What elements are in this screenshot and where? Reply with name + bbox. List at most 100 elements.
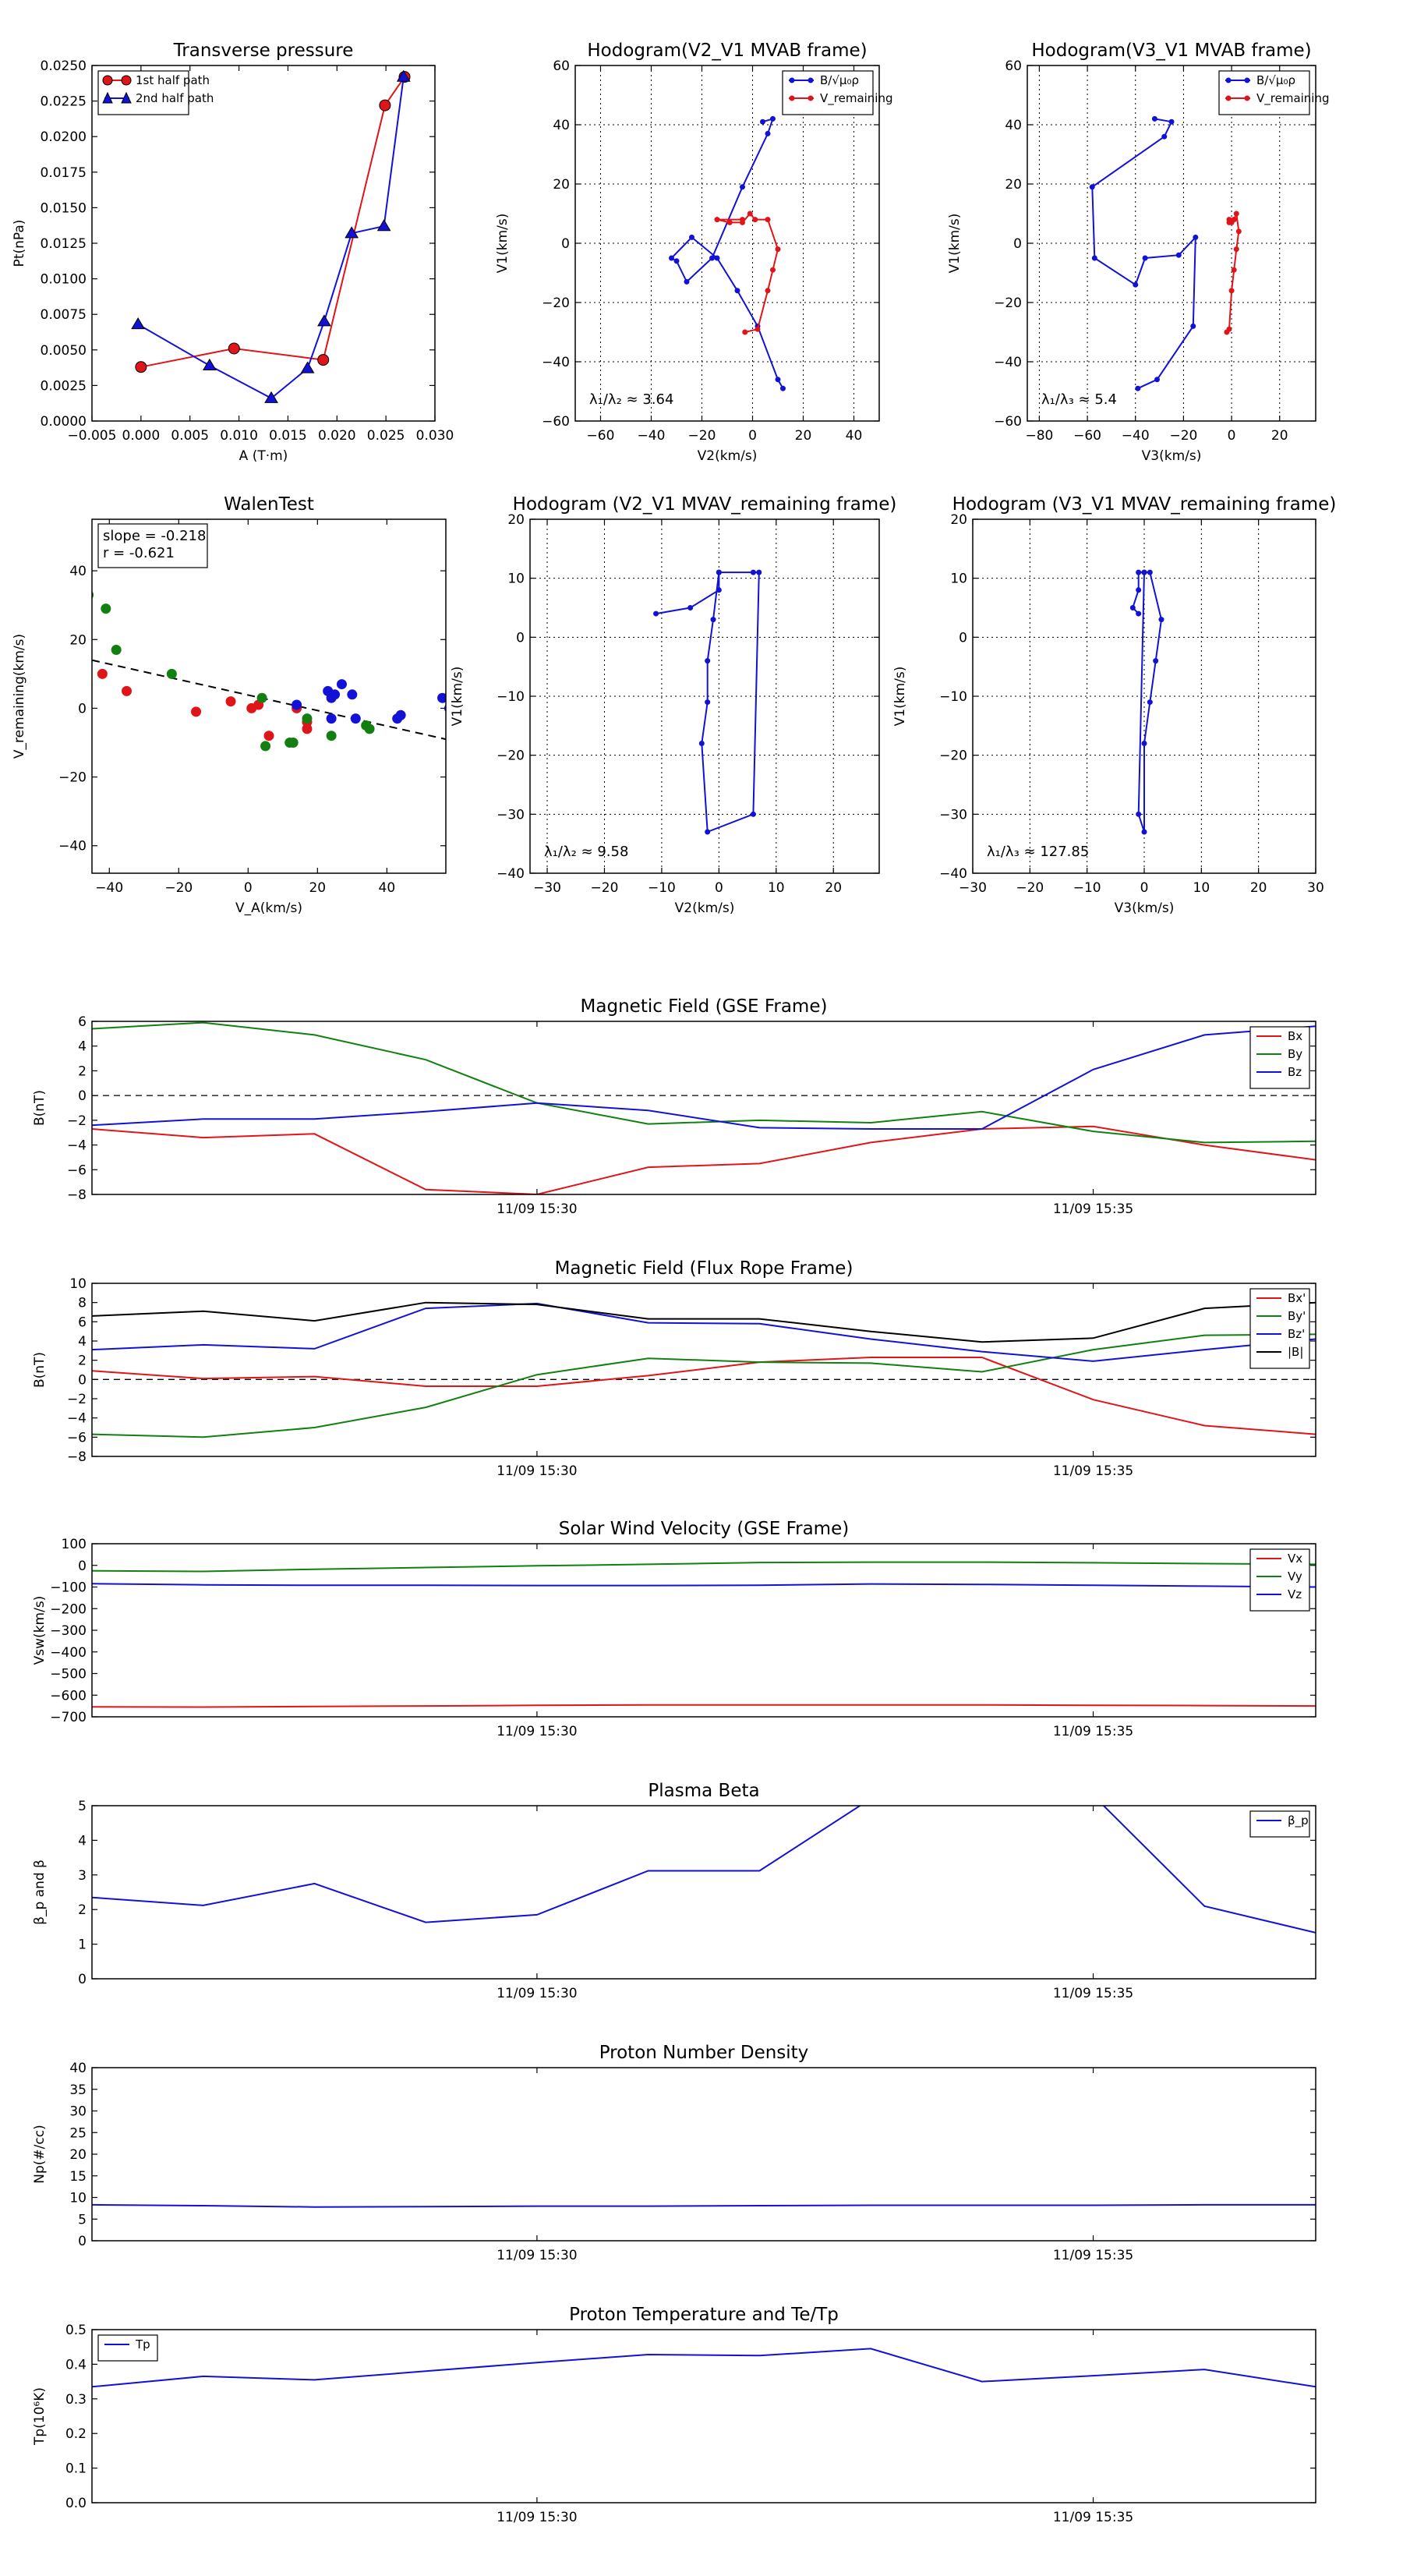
data-point: [347, 689, 358, 700]
legend-marker: [808, 95, 814, 101]
y-tick-label: 10: [950, 571, 967, 587]
y-tick-label: 0.0: [65, 2496, 87, 2511]
data-point: [1153, 658, 1159, 664]
plot-frame: [91, 2067, 1316, 2242]
fit-line: [92, 659, 446, 741]
plot-area: [92, 1806, 1316, 1934]
y-axis-label: B(nT): [32, 1352, 48, 1388]
y-tick-label: 25: [69, 2125, 87, 2141]
data-point: [1133, 281, 1139, 288]
y-tick-label: −40: [497, 866, 525, 882]
data-point: [202, 358, 217, 370]
y-tick-label: 40: [69, 2061, 87, 2076]
x-axis-label: V3(km/s): [1115, 901, 1175, 916]
data-point: [770, 267, 776, 273]
plot-frame: [91, 518, 447, 874]
y-axis-label: V1(km/s): [892, 667, 908, 727]
series-line-0: [92, 2203, 1316, 2208]
y-tick-label: 10: [69, 1276, 87, 1292]
x-tick-label: −20: [591, 880, 619, 896]
legend-box: [1249, 1026, 1310, 1089]
chart-title: Plasma Beta: [648, 1781, 759, 1801]
legend-label: B/√μ₀ρ: [1256, 73, 1295, 87]
data-point: [742, 329, 748, 335]
y-tick-label: 0: [1013, 236, 1022, 252]
x-tick-label: 11/09 15:35: [1053, 2510, 1133, 2525]
data-point: [1136, 587, 1142, 593]
data-point: [687, 605, 694, 610]
y-tick-label: 100: [62, 1537, 87, 1552]
y-tick-label: 0.0175: [41, 165, 87, 181]
y-tick-label: 2: [78, 1063, 87, 1079]
data-point: [101, 603, 111, 614]
plot-area: [92, 1301, 1316, 1438]
x-tick-label: 40: [846, 428, 863, 444]
y-tick-label: 0: [78, 1972, 87, 1987]
data-point: [1091, 255, 1097, 261]
y-tick-label: −8: [67, 1449, 87, 1465]
y-tick-label: −200: [50, 1601, 87, 1617]
y-tick-label: 4: [78, 1833, 87, 1849]
legend-label: |B|: [1288, 1345, 1303, 1359]
data-point: [1235, 228, 1242, 235]
data-point: [705, 829, 711, 835]
legend-box: [1218, 70, 1310, 115]
data-point: [191, 706, 202, 717]
y-tick-label: −100: [50, 1580, 87, 1596]
x-tick-label: −60: [587, 428, 615, 444]
data-point: [1226, 326, 1232, 332]
series-line-Vz: [92, 1583, 1316, 1588]
y-tick-label: 10: [69, 2191, 87, 2206]
x-tick-label: 0.005: [171, 428, 209, 444]
data-point: [326, 713, 337, 724]
data-point: [330, 689, 341, 700]
y-tick-label: 20: [1005, 177, 1022, 193]
data-point: [1147, 699, 1153, 706]
legend-box: [97, 70, 189, 115]
x-tick-label: −40: [638, 428, 666, 444]
legend-marker: [1244, 77, 1250, 83]
y-tick-label: 20: [507, 512, 525, 528]
y-tick-label: 10: [507, 571, 525, 587]
x-tick-label: −30: [533, 880, 561, 896]
y-tick-label: −2: [67, 1392, 87, 1407]
y-tick-label: −20: [58, 770, 87, 786]
data-point: [317, 354, 330, 366]
y-tick-label: −40: [58, 839, 87, 855]
data-point: [760, 119, 765, 125]
chart-title: Hodogram(V3_V1 MVAB frame): [1031, 41, 1311, 61]
y-tick-label: 0: [78, 701, 87, 717]
legend-marker: [789, 77, 795, 83]
annotation-line: r = -0.621: [103, 545, 175, 561]
y-tick-label: −20: [994, 295, 1022, 311]
data-point: [770, 115, 776, 122]
legend-marker: [789, 95, 795, 101]
x-tick-label: −30: [959, 880, 987, 896]
y-tick-label: 0.0075: [41, 307, 87, 323]
plot-frame: [91, 1543, 1316, 1718]
y-tick-label: 0.0025: [41, 378, 87, 394]
x-tick-label: 20: [309, 880, 326, 896]
x-tick-label: 11/09 15:35: [1053, 1201, 1133, 1217]
data-point: [376, 219, 391, 232]
legend-marker: [121, 75, 132, 86]
x-tick-label: −40: [1122, 428, 1150, 444]
y-tick-label: −6: [67, 1162, 87, 1178]
chart-title: Solar Wind Velocity (GSE Frame): [559, 1519, 849, 1539]
y-tick-label: −30: [939, 807, 967, 823]
data-point: [684, 278, 690, 285]
x-tick-label: 11/09 15:30: [497, 1463, 577, 1479]
y-tick-label: 2: [78, 1353, 87, 1369]
legend-marker: [1225, 77, 1232, 83]
y-tick-label: 40: [69, 564, 87, 579]
y-tick-label: 0.5: [65, 2323, 87, 2338]
data-point: [714, 255, 720, 261]
y-tick-label: 0: [516, 630, 525, 646]
plot-frame: [91, 2329, 1316, 2503]
plot-frame: [529, 518, 880, 874]
series-line-Bx': [92, 1357, 1316, 1435]
data-point: [747, 211, 753, 217]
series-line-2nd half path: [137, 76, 405, 399]
data-point: [780, 385, 786, 391]
legend-marker: [1225, 95, 1232, 101]
